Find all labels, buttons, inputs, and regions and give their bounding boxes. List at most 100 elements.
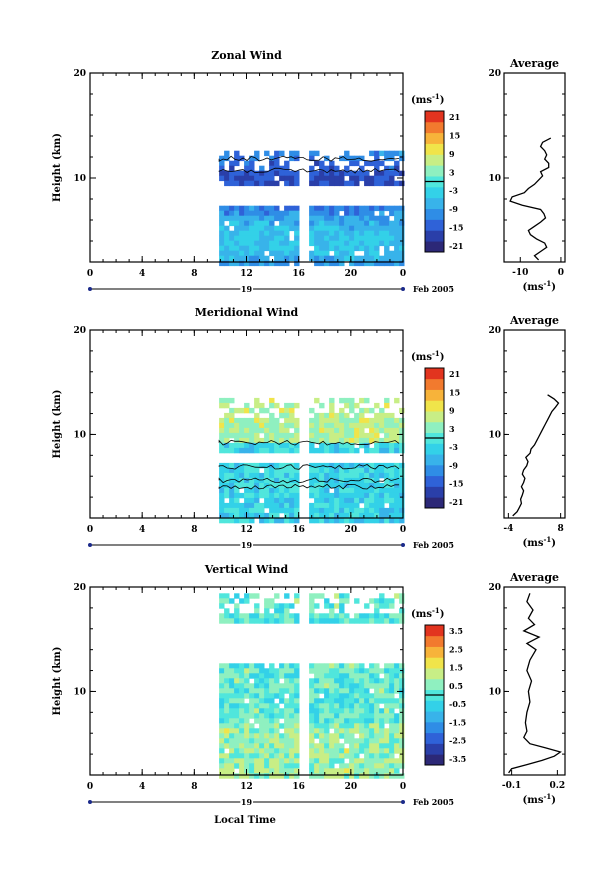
colorbar-tick-label: 2.5 — [449, 644, 463, 654]
colorbar-segment — [425, 121, 444, 134]
x-axis: 0 4 8 12 16 20 0 — [87, 587, 406, 792]
x-tick-label: 20 — [345, 269, 358, 279]
colorbar-segment — [425, 497, 444, 509]
colorbar-unit: (ms-1) — [411, 606, 444, 620]
y-tick-label: 20 — [73, 326, 86, 336]
colorbar-segment — [425, 464, 444, 477]
colorbar-segment — [425, 143, 444, 155]
profile-y-tick-label: 20 — [488, 326, 501, 336]
colorbar-tick-label: 0.5 — [449, 681, 463, 691]
date-label: 19 — [241, 797, 253, 807]
colorbar-segment — [425, 208, 444, 220]
x-tick-label: 16 — [292, 269, 305, 279]
date-bar-end-marker — [401, 800, 405, 804]
profile-x-tick-label: -0.1 — [502, 781, 521, 791]
x-tick-label: 0 — [87, 525, 93, 535]
x-tick-label: 8 — [191, 269, 197, 279]
x-tick-label: 0 — [400, 269, 406, 279]
contour-lines — [218, 439, 400, 490]
x-tick-label: 0 — [400, 782, 406, 792]
colorbar-tick-label: -0.5 — [449, 699, 466, 709]
colorbar-segment — [425, 625, 444, 637]
profile-x-unit: (ms-1) — [523, 279, 556, 293]
y-axis-label: Height (km) — [52, 133, 63, 202]
date-bar-start-marker — [88, 800, 92, 804]
y-tick-label: 10 — [73, 687, 86, 697]
x-axis-label-local-time: Local Time — [214, 815, 276, 826]
profile-y-tick-label: 20 — [488, 583, 501, 593]
average-profile: Average 20 10 -10 0(ms-1) — [488, 57, 566, 293]
heatmap-cells — [219, 397, 405, 524]
x-tick-label: 8 — [191, 525, 197, 535]
colorbar-segment — [425, 378, 444, 390]
profile-frame — [503, 329, 566, 519]
colorbar-segment — [425, 668, 444, 680]
colorbar-tick-label: 3.5 — [449, 626, 463, 636]
x-tick-label: 16 — [292, 525, 305, 535]
profile-x-unit: (ms-1) — [523, 535, 556, 549]
colorbar-segment — [425, 486, 444, 498]
colorbar-segment — [425, 154, 444, 166]
profile-y-tick-label: 10 — [488, 430, 501, 440]
colorbar: 21 15 9 3 -3 -9 -15 -21 (ms-1) — [411, 349, 463, 509]
x-tick-label: 0 — [87, 782, 93, 792]
colorbar-tick-label: 21 — [449, 369, 460, 379]
y-axis-label: Height (km) — [52, 390, 63, 459]
panel-title: Vertical Wind — [204, 563, 289, 576]
date-bar-end-marker — [401, 287, 405, 291]
colorbar-segment — [425, 743, 444, 755]
colorbar-segment — [425, 700, 444, 712]
profile-x-tick-label: 0 — [558, 268, 564, 278]
x-tick-label: 12 — [240, 525, 253, 535]
colorbar-tick-label: 15 — [449, 387, 460, 397]
profile-x-tick-label: -4 — [503, 524, 513, 534]
colorbar-segment — [425, 411, 444, 423]
y-tick-label: 10 — [73, 174, 86, 184]
x-tick-label: 4 — [139, 782, 145, 792]
colorbar-segment — [425, 711, 444, 723]
profile-line — [512, 394, 560, 517]
y-tick-label: 10 — [73, 430, 86, 440]
colorbar-tick-label: -3.5 — [449, 754, 466, 764]
colorbar-segment — [425, 443, 444, 455]
colorbar-segment — [425, 721, 444, 734]
colorbar-segment — [425, 657, 444, 669]
date-label: 19 — [241, 540, 253, 550]
profile-x-tick-label: 8 — [558, 524, 564, 534]
panel-3: Vertical Wind 20 10 Height (km) 0 4 8 12 16 20 0 19… — [52, 563, 566, 809]
colorbar-segment — [425, 646, 444, 658]
colorbar-segment — [425, 421, 444, 434]
colorbar-segment — [425, 197, 444, 210]
profile-y-tick-label: 10 — [488, 174, 501, 184]
colorbar-tick-label: 3 — [449, 167, 455, 177]
colorbar-unit: (ms-1) — [411, 92, 444, 106]
colorbar-tick-label: -21 — [449, 241, 463, 251]
month-label: Feb 2005 — [413, 284, 454, 294]
colorbar-tick-label: -9 — [449, 204, 458, 214]
colorbar-tick-label: 3 — [449, 424, 455, 434]
colorbar-tick-label: -15 — [449, 223, 463, 233]
date-bar-start-marker — [88, 543, 92, 547]
profile-line — [508, 593, 562, 774]
x-tick-label: 20 — [345, 525, 358, 535]
colorbar-tick-label: 9 — [449, 406, 455, 416]
colorbar-segment — [425, 186, 444, 199]
colorbar-segment — [425, 475, 444, 487]
colorbar: 21 15 9 3 -3 -9 -15 -21 (ms-1) — [411, 92, 463, 253]
colorbar-segment — [425, 400, 444, 412]
profile-frame — [503, 72, 566, 263]
x-axis: 0 4 8 12 16 20 0 — [87, 330, 406, 535]
y-tick-label: 20 — [73, 69, 86, 79]
x-tick-label: 0 — [87, 269, 93, 279]
colorbar-tick-label: -9 — [449, 460, 458, 470]
colorbar-tick-label: -3 — [449, 186, 458, 196]
month-label: Feb 2005 — [413, 797, 454, 807]
x-tick-label: 8 — [191, 782, 197, 792]
profile-line — [509, 137, 552, 261]
colorbar-tick-label: -21 — [449, 497, 463, 507]
heatmap-cells — [219, 150, 405, 267]
